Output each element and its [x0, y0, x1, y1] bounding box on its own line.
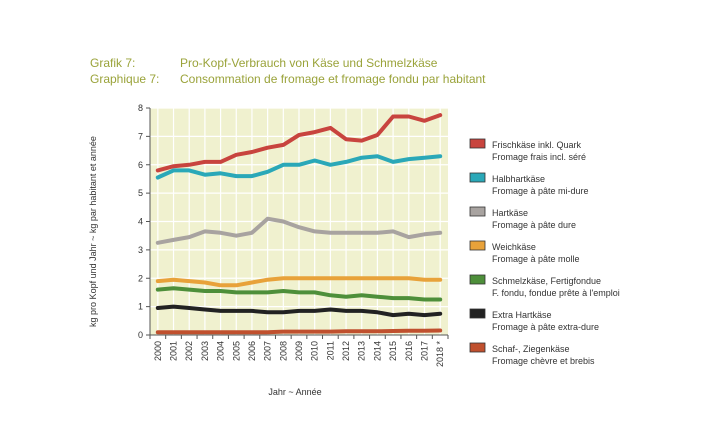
legend-label-fr: Fromage chèvre et brebis [492, 356, 595, 366]
series-line [155, 328, 443, 335]
x-tick-label: 2006 [247, 341, 257, 361]
legend-label: Extra Hartkäse [492, 310, 552, 320]
legend-swatch [469, 240, 486, 251]
series-schaf-ziegenk-se [155, 328, 443, 335]
x-tick-label: 2002 [184, 341, 194, 361]
legend-label: Schaf-, Ziegenkäse [492, 344, 570, 354]
legend-label-fr: Fromage frais incl. séré [492, 152, 586, 162]
y-tick-label: 0 [138, 330, 143, 340]
series-line [155, 154, 443, 180]
x-tick-label: 2012 [341, 341, 351, 361]
legend-label: Weichkäse [492, 242, 536, 252]
legend-swatch [469, 172, 486, 183]
y-tick-label: 2 [138, 273, 143, 283]
x-tick-label: 2005 [231, 341, 241, 361]
series-hartk-se [155, 216, 443, 245]
x-tick-label: 2001 [169, 341, 179, 361]
legend-label-fr: F. fondu, fondue prête à l'emploi [492, 288, 620, 298]
header-label-fr: Graphique 7: [90, 72, 160, 86]
series-line [155, 276, 443, 288]
y-axis-label: kg pro Kopf und Jahr ~ kg par habitant e… [88, 136, 98, 327]
chart-title-de: Pro-Kopf-Verbrauch von Käse und Schmelzk… [180, 56, 438, 70]
legend-label: Hartkäse [492, 208, 528, 218]
x-tick-label: 2008 [278, 341, 288, 361]
series-extra-hartk-se [155, 304, 443, 318]
x-tick-label: 2018 * [435, 341, 445, 368]
series-line [155, 304, 443, 318]
legend-label: Schmelzkäse, Fertigfondue [492, 276, 601, 286]
legend-label: Halbhartkäse [492, 174, 545, 184]
x-tick-label: 2007 [263, 341, 273, 361]
chart-title-fr: Consommation de fromage et fromage fondu… [180, 72, 486, 86]
legend-swatch [469, 274, 486, 285]
x-tick-label: 2014 [372, 341, 382, 361]
series-line [155, 216, 443, 245]
x-tick-label: 2013 [357, 341, 367, 361]
legend-label: Frischkäse inkl. Quark [492, 140, 582, 150]
x-tick-label: 2010 [310, 341, 320, 361]
series-line [155, 113, 443, 173]
x-axis-label: Jahr ~ Année [268, 387, 321, 397]
header-label-de: Grafik 7: [90, 56, 136, 70]
y-tick-label: 1 [138, 302, 143, 312]
legend-label-fr: Fromage à pâte dure [492, 220, 576, 230]
y-tick-label: 4 [138, 217, 143, 227]
series-line [155, 286, 443, 302]
legend-label-fr: Fromage à pâte extra-dure [492, 322, 599, 332]
legend-label-fr: Fromage à pâte mi-dure [492, 186, 589, 196]
legend-swatch [469, 342, 486, 353]
legend-swatch [469, 206, 486, 217]
y-tick-label: 7 [138, 131, 143, 141]
legend-swatch [469, 308, 486, 319]
x-tick-label: 2016 [404, 341, 414, 361]
series-weichk-se [155, 276, 443, 288]
x-tick-label: 2009 [294, 341, 304, 361]
y-tick-label: 8 [138, 103, 143, 113]
x-tick-label: 2015 [388, 341, 398, 361]
y-tick-label: 3 [138, 245, 143, 255]
y-tick-label: 5 [138, 188, 143, 198]
legend-label-fr: Fromage à pâte molle [492, 254, 580, 264]
x-tick-label: 2004 [216, 341, 226, 361]
x-tick-label: 2017 [419, 341, 429, 361]
x-tick-label: 2003 [200, 341, 210, 361]
series-halbhartk-se [155, 154, 443, 180]
x-tick-label: 2011 [325, 341, 335, 360]
series-frischk-se-inkl-quark [155, 113, 443, 173]
legend-swatch [469, 138, 486, 149]
series-schmelzk-se-fertigfondue [155, 286, 443, 302]
x-tick-label: 2000 [153, 341, 163, 361]
y-tick-label: 6 [138, 160, 143, 170]
